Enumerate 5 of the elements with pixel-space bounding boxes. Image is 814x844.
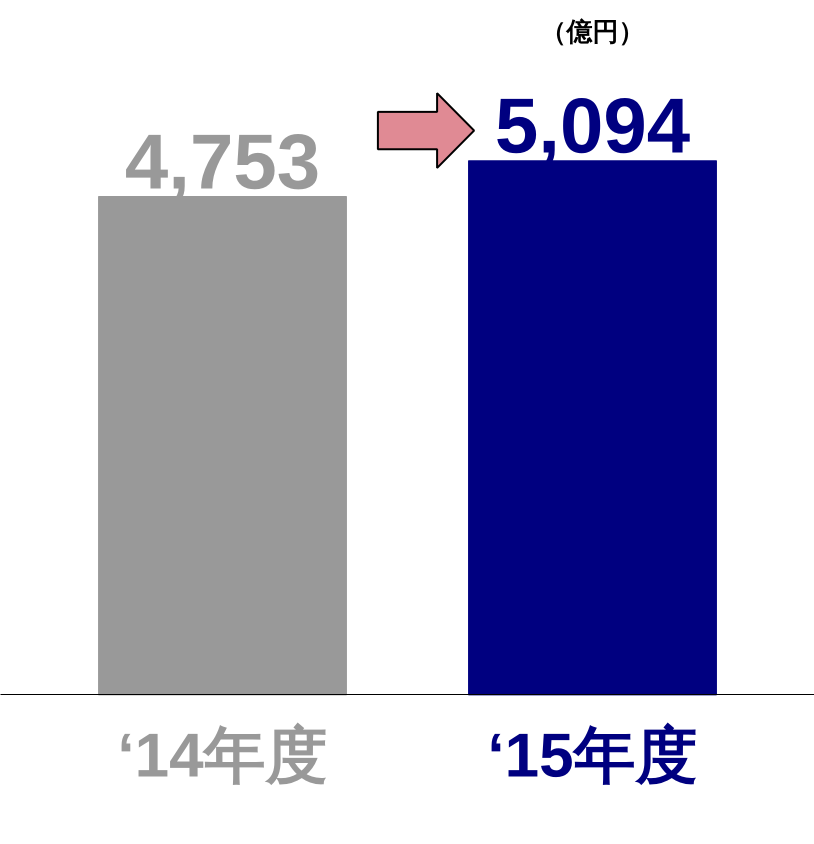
x-tick-label: ‘14年度 [117,722,328,791]
data-label: 4,753 [124,118,320,206]
data-label: 5,094 [494,82,690,170]
x-tick-label: ‘15年度 [487,722,698,791]
text: （億円） [540,16,644,47]
